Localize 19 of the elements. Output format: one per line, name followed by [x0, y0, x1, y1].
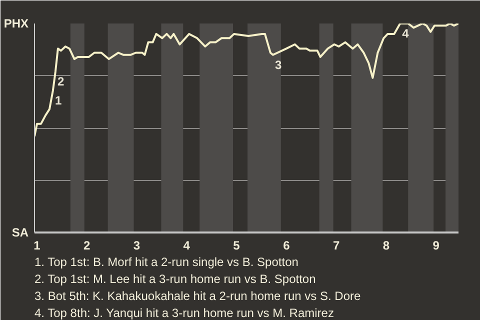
x-tick-label: 5	[233, 238, 240, 252]
x-tick-label: 3	[133, 238, 140, 252]
x-tick-label: 1	[34, 238, 41, 252]
annotation: 4	[402, 26, 410, 40]
x-tick-label: 8	[382, 238, 390, 252]
x-tick-label: 9	[432, 238, 440, 252]
x-tick-label: 7	[332, 238, 340, 252]
text: PHX	[4, 16, 29, 30]
annotation: 2	[57, 74, 64, 89]
x-tick-label: 4	[183, 238, 190, 252]
x-tick-label: 6	[283, 238, 290, 252]
text: 3. Bot 5th: K. Kahakuokahale hit a 2-run home run vs S. Dore	[34, 289, 362, 303]
text: 4. Top 8th: J. Yanqui hit a 3-run home run vs M. Ramirez	[34, 306, 334, 320]
annotation: 1	[54, 93, 62, 108]
text: SA	[12, 226, 29, 240]
text: 2. Top 1st: M. Lee hit a 3-run home run vs B. Spotton	[34, 272, 316, 286]
x-tick-label: 2	[84, 238, 91, 252]
annotation: 3	[274, 58, 282, 72]
text: 1. Top 1st: B. Morf hit a 2-run single vs B. Spotton	[34, 255, 298, 269]
